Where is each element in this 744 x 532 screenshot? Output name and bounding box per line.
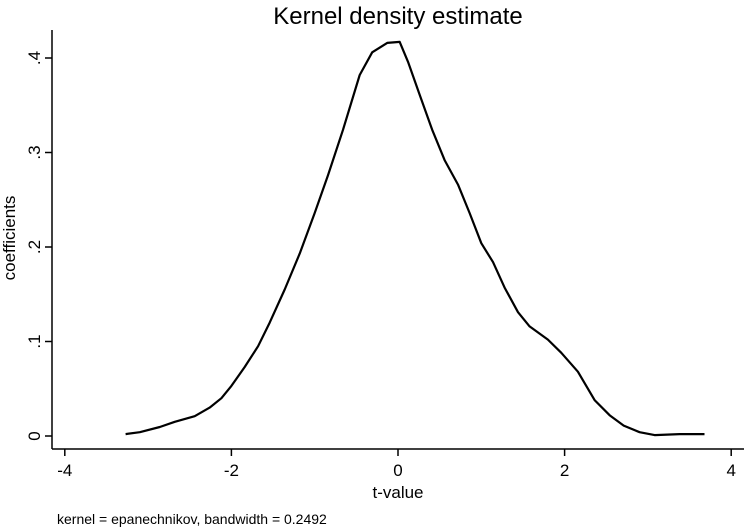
- y-tick-label: .1: [25, 334, 44, 348]
- chart-title: Kernel density estimate: [273, 3, 522, 30]
- x-axis-label: t-value: [372, 483, 423, 502]
- density-curve: [125, 40, 705, 437]
- x-tick-label: -4: [57, 461, 72, 480]
- y-tick-label: .3: [25, 145, 44, 159]
- y-tick-label: .2: [25, 240, 44, 254]
- x-tick-label: 0: [393, 461, 402, 480]
- y-tick-label: 0: [25, 431, 44, 440]
- x-tick-label: -2: [224, 461, 239, 480]
- x-tick-label: 4: [726, 461, 735, 480]
- y-tick-label: .4: [25, 51, 44, 65]
- kernel-note: kernel = epanechnikov, bandwidth = 0.249…: [57, 511, 327, 527]
- y-axis-label: coefficients: [0, 196, 19, 281]
- x-tick-label: 2: [560, 461, 569, 480]
